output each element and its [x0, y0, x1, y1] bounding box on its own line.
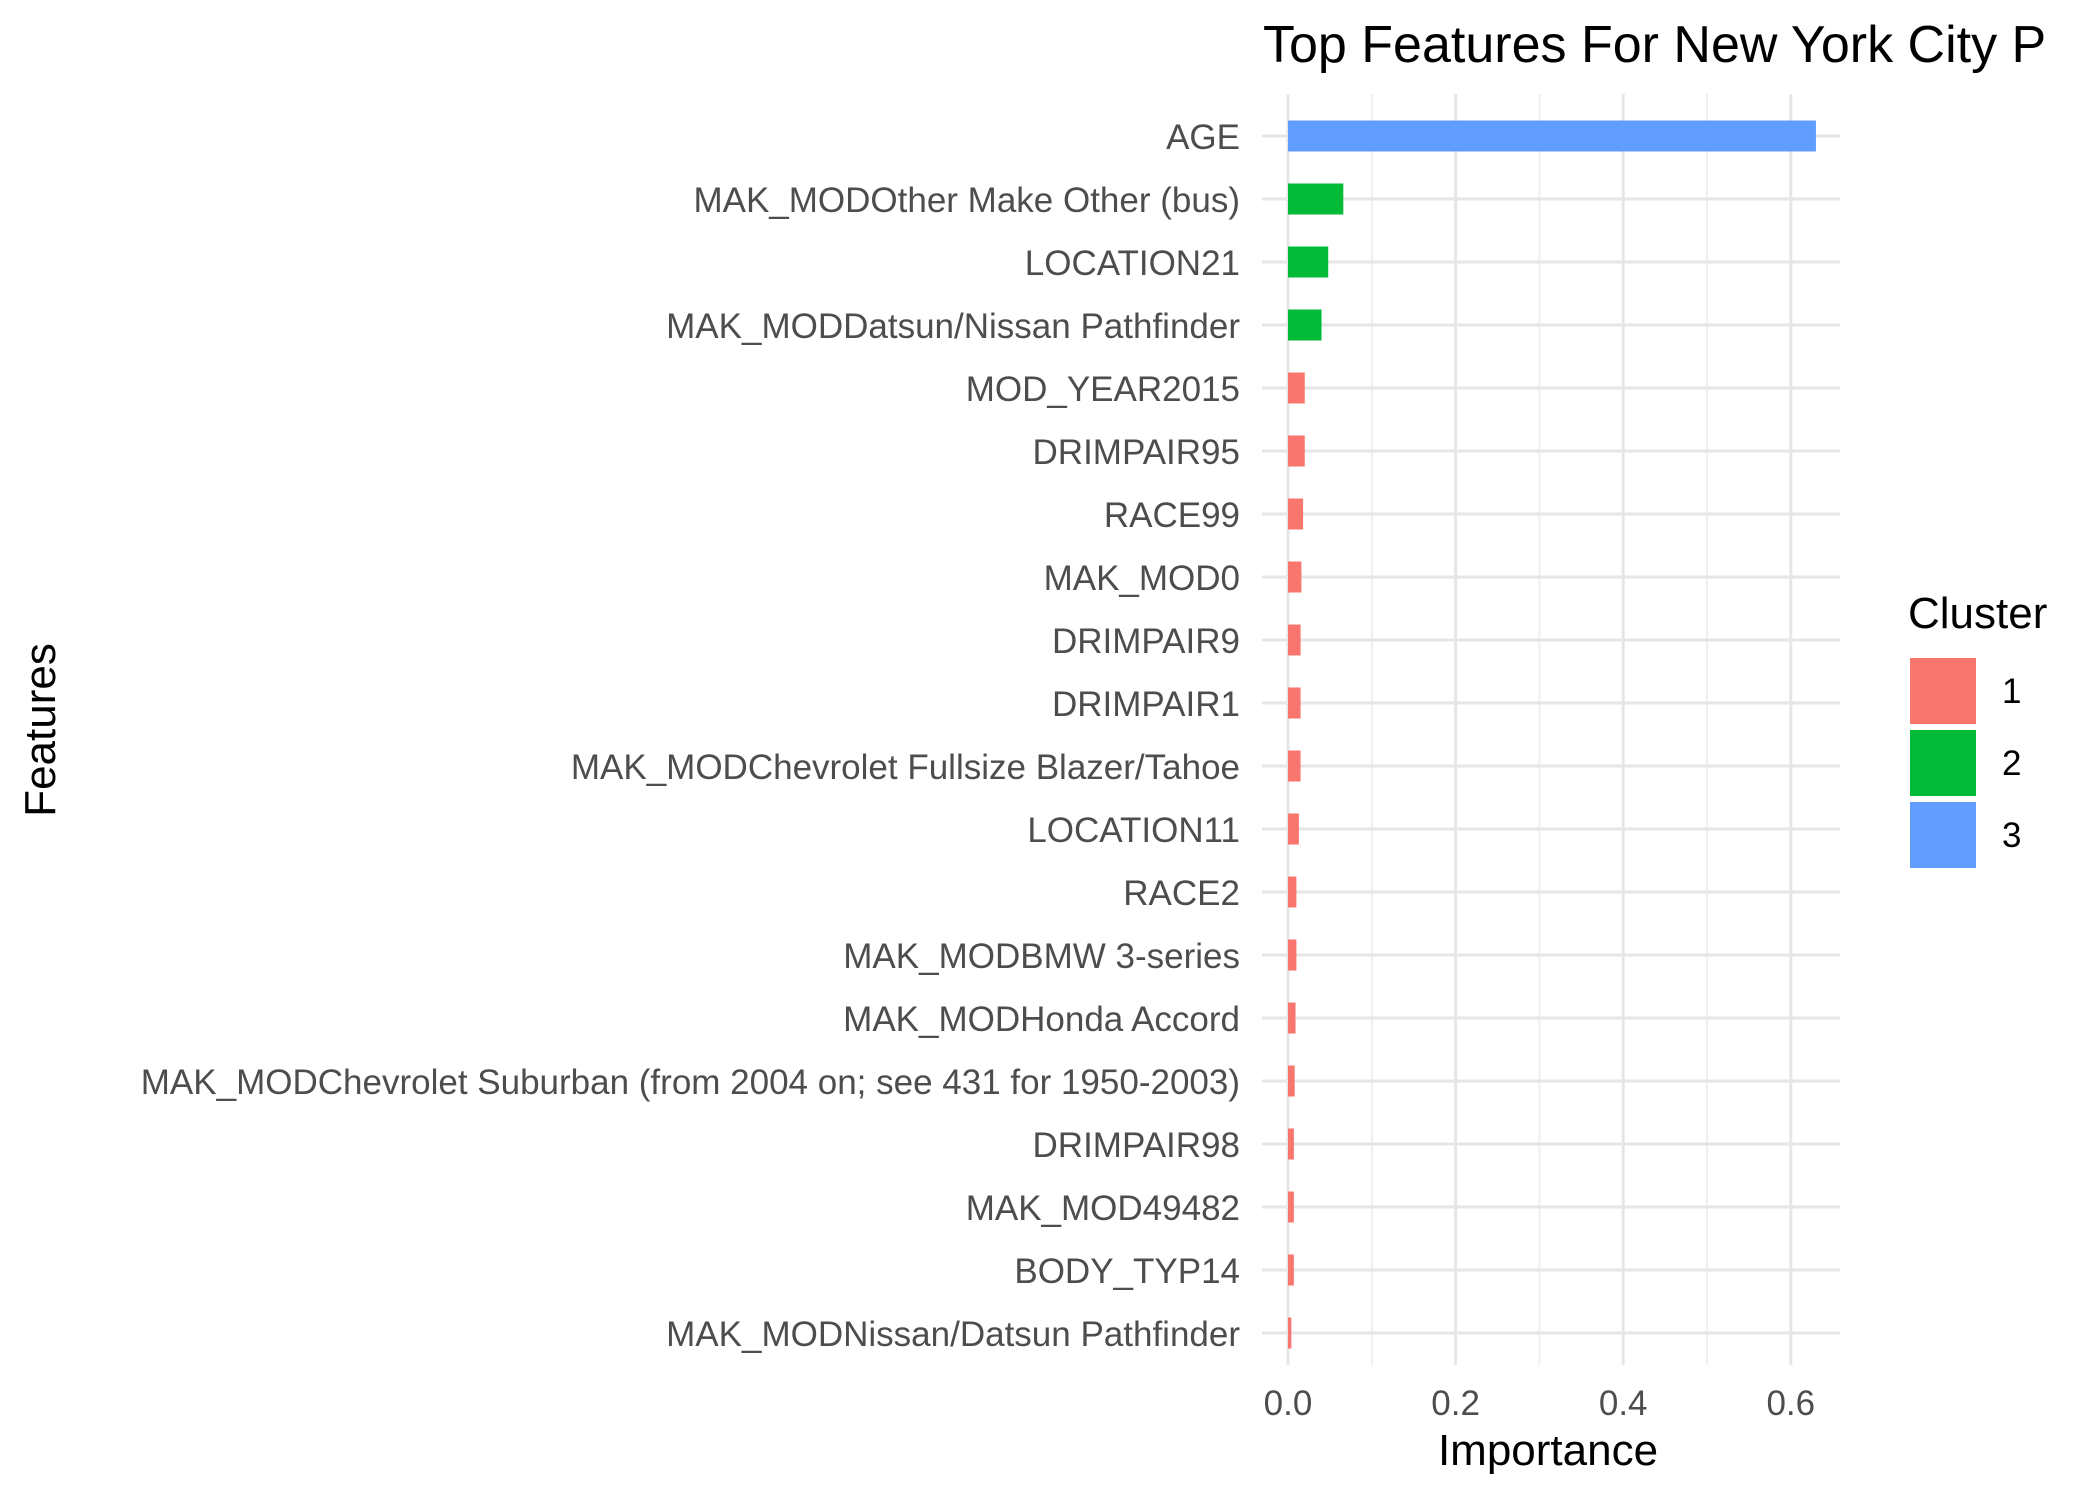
legend-label: 2: [2002, 744, 2021, 783]
legend-entries: 1 2 3: [1910, 658, 2021, 868]
bar: [1288, 687, 1301, 719]
x-axis-tick-labels: 0.0 0.2 0.4 0.6: [1264, 1384, 1815, 1423]
bar: [1288, 876, 1297, 908]
legend-title: Cluster: [1908, 589, 2047, 638]
x-tick-label: 0.2: [1431, 1384, 1480, 1423]
bar: [1288, 372, 1305, 404]
bar: [1288, 1128, 1294, 1160]
x-tick-label: 0.6: [1766, 1384, 1815, 1423]
bar: [1288, 498, 1304, 530]
y-tick-label: BODY_TYP14: [1014, 1252, 1240, 1291]
legend-label: 3: [2002, 816, 2021, 855]
y-tick-label: MAK_MODOther Make Other (bus): [693, 181, 1240, 220]
y-tick-label: MAK_MODBMW 3-series: [843, 937, 1240, 976]
y-tick-label: DRIMPAIR98: [1033, 1126, 1240, 1165]
y-tick-label: MAK_MODChevrolet Fullsize Blazer/Tahoe: [571, 748, 1240, 787]
y-tick-label: MAK_MODHonda Accord: [843, 1000, 1240, 1039]
y-tick-label: LOCATION21: [1025, 244, 1240, 283]
bar: [1288, 1002, 1296, 1034]
bar: [1288, 309, 1322, 341]
bar: [1288, 561, 1302, 593]
bar: [1288, 1317, 1292, 1349]
y-tick-label: DRIMPAIR9: [1052, 622, 1240, 661]
x-axis-label: Importance: [1438, 1426, 1658, 1475]
y-tick-label: MAK_MODChevrolet Suburban (from 2004 on;…: [141, 1063, 1240, 1102]
bar: [1288, 939, 1297, 971]
y-tick-label: LOCATION11: [1027, 811, 1240, 850]
y-tick-label: AGE: [1166, 118, 1240, 157]
y-tick-label: MAK_MOD49482: [966, 1189, 1240, 1228]
bar: [1288, 1191, 1294, 1223]
bar: [1288, 624, 1301, 656]
y-tick-label: MAK_MODNissan/Datsun Pathfinder: [666, 1315, 1240, 1354]
bar: [1288, 1065, 1295, 1097]
bar: [1288, 246, 1329, 278]
legend: Cluster 1 2 3: [1908, 589, 2047, 868]
grid-lines: [1262, 94, 1840, 1365]
bar: [1288, 183, 1344, 215]
y-tick-label: DRIMPAIR1: [1052, 685, 1240, 724]
y-axis-label: Features: [16, 643, 65, 817]
chart-title: Top Features For New York City P: [1263, 16, 2046, 74]
bar: [1288, 435, 1305, 467]
bar: [1288, 813, 1299, 845]
bar: [1288, 750, 1301, 782]
y-tick-label: RACE99: [1104, 496, 1240, 535]
y-axis-tick-labels: AGE MAK_MODOther Make Other (bus) LOCATION…: [141, 118, 1241, 1354]
y-tick-label: DRIMPAIR95: [1033, 433, 1240, 472]
legend-key: [1910, 802, 1976, 868]
x-tick-label: 0.4: [1599, 1384, 1648, 1423]
bars: [1288, 120, 1816, 1349]
legend-label: 1: [2002, 672, 2021, 711]
y-tick-label: MOD_YEAR2015: [966, 370, 1240, 409]
legend-key: [1910, 658, 1976, 724]
bar: [1288, 1254, 1294, 1286]
y-tick-label: RACE2: [1123, 874, 1240, 913]
x-tick-label: 0.0: [1264, 1384, 1313, 1423]
legend-key: [1910, 730, 1976, 796]
y-tick-label: MAK_MOD0: [1044, 559, 1240, 598]
bar: [1288, 120, 1816, 152]
y-tick-label: MAK_MODDatsun/Nissan Pathfinder: [666, 307, 1240, 346]
